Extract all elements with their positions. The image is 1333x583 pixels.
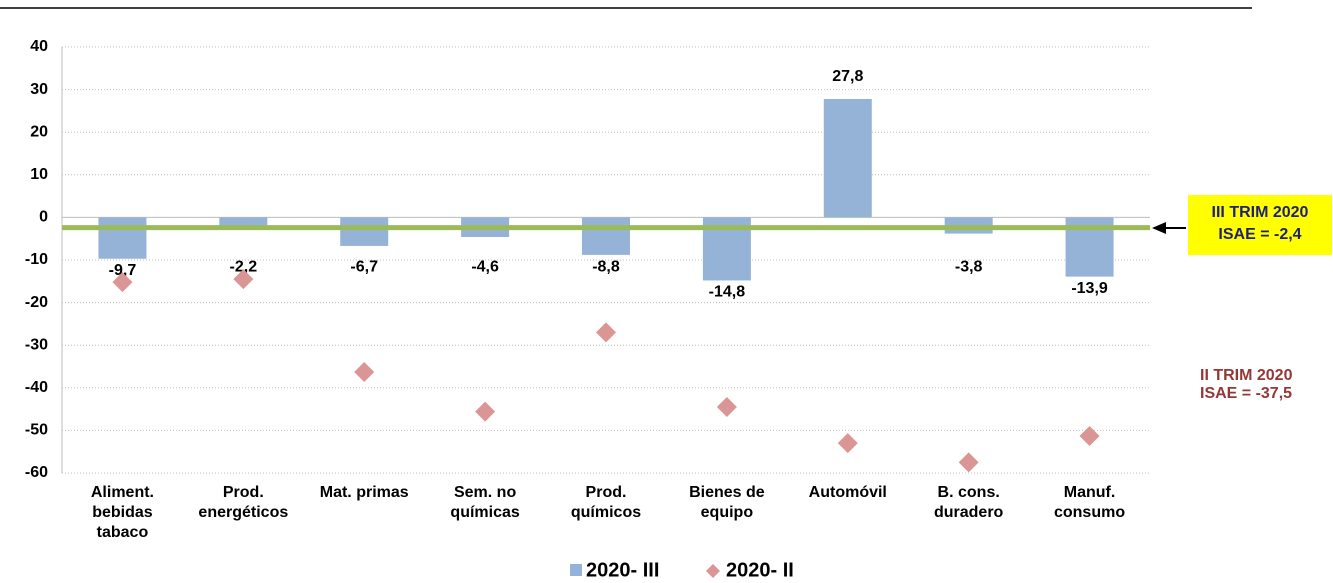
- bar: [219, 217, 268, 227]
- value-label: -2,2: [230, 259, 258, 276]
- annotation-box: [1188, 195, 1332, 255]
- value-label: -9,7: [109, 262, 137, 279]
- y-tick-label: 0: [39, 209, 48, 226]
- x-tick-label: químicas: [450, 504, 519, 521]
- value-label: -4,6: [471, 259, 499, 276]
- x-tick-label: químicos: [571, 504, 641, 521]
- bar: [823, 98, 872, 218]
- bar: [582, 217, 630, 255]
- diamond-marker: [475, 401, 496, 422]
- x-tick-label: tabaco: [97, 524, 149, 541]
- y-tick-label: -50: [25, 422, 48, 439]
- y-tick-label: -60: [25, 464, 48, 481]
- annotation-text: II TRIM 2020: [1200, 367, 1293, 384]
- y-tick-label: -30: [25, 336, 48, 353]
- x-tick-label: duradero: [934, 504, 1004, 521]
- y-tick-label: 10: [30, 166, 48, 183]
- value-label: -6,7: [350, 259, 378, 276]
- diamond-marker: [354, 362, 375, 383]
- x-tick-label: Aliment.: [91, 484, 154, 501]
- legend-label: 2020- II: [726, 559, 794, 581]
- x-tick-label: energéticos: [198, 504, 288, 521]
- diamond-marker: [596, 322, 616, 343]
- y-tick-label: 20: [30, 123, 48, 140]
- x-tick-label: Automóvil: [809, 484, 887, 501]
- y-tick-label: 40: [30, 38, 48, 55]
- diamond-marker: [837, 433, 858, 454]
- bar: [98, 217, 147, 259]
- x-tick-label: Prod.: [223, 484, 264, 501]
- annotation-text: ISAE = -37,5: [1200, 385, 1292, 402]
- value-label: -8,8: [592, 259, 620, 276]
- diamond-marker: [1079, 425, 1100, 446]
- y-tick-label: 30: [30, 81, 48, 98]
- diamond-marker: [233, 269, 254, 290]
- diamond-marker: [716, 396, 737, 417]
- y-tick-label: -40: [25, 379, 48, 396]
- x-tick-label: B. cons.: [938, 484, 1000, 501]
- arrow-head: [1152, 222, 1166, 234]
- y-tick-label: -10: [25, 251, 48, 268]
- x-tick-label: Bienes de: [689, 484, 765, 501]
- x-tick-label: equipo: [701, 504, 754, 521]
- bar: [340, 217, 389, 246]
- legend-swatch: [706, 564, 720, 578]
- value-label: -3,8: [955, 259, 983, 276]
- diamond-marker: [958, 452, 979, 473]
- x-tick-label: Prod.: [586, 484, 627, 501]
- x-tick-label: consumo: [1054, 504, 1125, 521]
- y-tick-label: -20: [25, 294, 48, 311]
- x-tick-label: Manuf.: [1064, 484, 1116, 501]
- legend-label: 2020- III: [586, 559, 659, 581]
- legend-swatch: [570, 564, 582, 576]
- value-label: -13,9: [1071, 280, 1108, 297]
- annotation-text: III TRIM 2020: [1212, 204, 1309, 221]
- x-tick-label: Sem. no: [454, 484, 516, 501]
- annotation-text: ISAE = -2,4: [1218, 226, 1301, 243]
- x-tick-label: bebidas: [92, 504, 153, 521]
- diamond-marker: [112, 272, 133, 293]
- value-label: -14,8: [709, 284, 746, 301]
- value-label: 27,8: [832, 68, 863, 85]
- x-tick-label: Mat. primas: [320, 484, 409, 501]
